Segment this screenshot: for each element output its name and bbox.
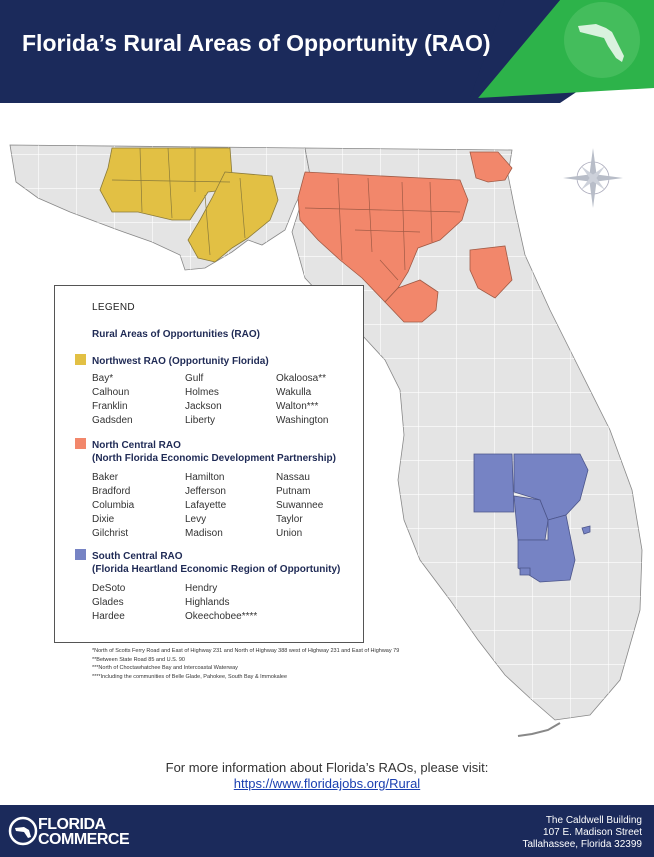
county-name: Hendry <box>185 583 218 594</box>
county-name: Walton*** <box>276 401 319 412</box>
county-name: Levy <box>185 514 207 525</box>
legend-group-northwest: Northwest RAO (Opportunity Florida) <box>75 354 269 369</box>
legend-group-north-central: North Central RAO <box>75 438 181 453</box>
footnote: *North of Scotts Ferry Road and East of … <box>92 648 400 654</box>
county-name: Hardee <box>92 611 125 622</box>
county-name: Lafayette <box>185 500 227 511</box>
county-name: Dixie <box>92 514 115 525</box>
florida-keys <box>517 722 561 737</box>
florida-commerce-logo-icon <box>8 816 38 846</box>
northwest-swatch <box>75 354 86 365</box>
compass-rose-icon <box>563 148 623 208</box>
county-name: Suwannee <box>276 500 324 511</box>
footer-address: The Caldwell Building 107 E. Madison Str… <box>522 815 642 851</box>
county-name: Calhoun <box>92 387 130 398</box>
florida-emblem-icon <box>564 2 640 78</box>
county-name: DeSoto <box>92 583 126 594</box>
county-name: Taylor <box>276 514 303 525</box>
county-name: Gilchrist <box>92 528 129 539</box>
north-central-rao-region <box>297 151 513 323</box>
map-legend: LEGEND Rural Areas of Opportunities (RAO… <box>54 285 364 643</box>
county-name: Hamilton <box>185 472 225 483</box>
north-central-swatch <box>75 438 86 449</box>
legend-column: Bay* Calhoun Franklin Gadsden <box>92 372 133 428</box>
footer: FLORIDA COMMERCE The Caldwell Building 1… <box>0 805 654 857</box>
northwest-group-title: Northwest RAO (Opportunity Florida) <box>92 356 269 367</box>
county-name: Glades <box>92 597 124 608</box>
legend-heading: LEGEND <box>92 302 135 313</box>
county-name: Liberty <box>185 415 216 426</box>
county-name: Madison <box>185 528 223 539</box>
county-name: Putnam <box>276 486 311 497</box>
county-name: Nassau <box>276 472 310 483</box>
logo-line-2: COMMERCE <box>38 831 130 848</box>
address-line: The Caldwell Building <box>545 815 642 826</box>
county-name: Jackson <box>185 401 222 412</box>
county-name: Highlands <box>185 597 230 608</box>
county-name: Columbia <box>92 500 135 511</box>
footer-logo-text: FLORIDA COMMERCE <box>38 816 130 848</box>
county-name: Washington <box>276 415 329 426</box>
county-name: Baker <box>92 472 119 483</box>
county-name: Jefferson <box>185 486 226 497</box>
county-name: Wakulla <box>276 387 312 398</box>
florida-county-map <box>9 144 643 737</box>
legend-column: Hendry Highlands Okeechobee**** <box>185 582 257 624</box>
south-central-group-subtitle: (Florida Heartland Economic Region of Op… <box>92 564 341 575</box>
county-name: Holmes <box>185 387 219 398</box>
county-name: Bay* <box>92 373 114 384</box>
logo-line-1: FLORIDA <box>38 816 106 833</box>
south-central-rao-region <box>473 453 591 583</box>
address-line: Tallahassee, Florida 32399 <box>522 839 642 850</box>
legend-column: Gulf Holmes Jackson Liberty <box>185 372 222 428</box>
address-line: 107 E. Madison Street <box>543 827 642 838</box>
footnote: **Between State Road 85 and U.S. 90 <box>92 656 185 663</box>
county-name: Gulf <box>185 373 204 384</box>
county-name: Franklin <box>92 401 128 412</box>
county-name: Okeechobee**** <box>185 611 258 622</box>
legend-column: Nassau Putnam Suwannee Taylor Union <box>276 471 323 541</box>
county-name: Gadsden <box>92 415 133 426</box>
north-central-group-title: North Central RAO <box>92 440 181 451</box>
northwest-rao-region <box>99 147 279 263</box>
county-name: Union <box>276 528 303 539</box>
header-background <box>0 0 654 103</box>
legend-column: Hamilton Jefferson Lafayette Levy Madiso… <box>185 471 226 541</box>
footnote: ****Including the communities of Belle G… <box>92 673 288 680</box>
legend-group-south-central: South Central RAO <box>75 549 183 564</box>
header-banner: Florida’s Rural Areas of Opportunity (RA… <box>0 0 654 103</box>
page-title: Florida’s Rural Areas of Opportunity (RA… <box>22 30 491 56</box>
legend-column: Okaloosa** Wakulla Walton*** Washington <box>276 372 328 428</box>
county-name: Bradford <box>92 486 131 497</box>
info-text: For more information about Florida’s RAO… <box>165 760 489 775</box>
rural-info-link[interactable]: https://www.floridajobs.org/Rural <box>233 776 421 791</box>
legend-subheading: Rural Areas of Opportunities (RAO) <box>92 329 260 340</box>
legend-column: DeSoto Glades Hardee <box>92 582 125 624</box>
south-central-swatch <box>75 549 86 560</box>
county-name: Okaloosa** <box>276 373 327 384</box>
south-central-group-title: South Central RAO <box>92 551 183 562</box>
footnote: ***North of Choctawhatchee Bay and Inter… <box>92 665 238 671</box>
north-central-group-subtitle: (North Florida Economic Development Part… <box>92 453 336 464</box>
footnotes: *North of Scotts Ferry Road and East of … <box>92 647 399 681</box>
legend-column: Baker Bradford Columbia Dixie Gilchrist <box>92 471 134 541</box>
info-link-wrap: https://www.floridajobs.org/Rural <box>0 776 654 791</box>
